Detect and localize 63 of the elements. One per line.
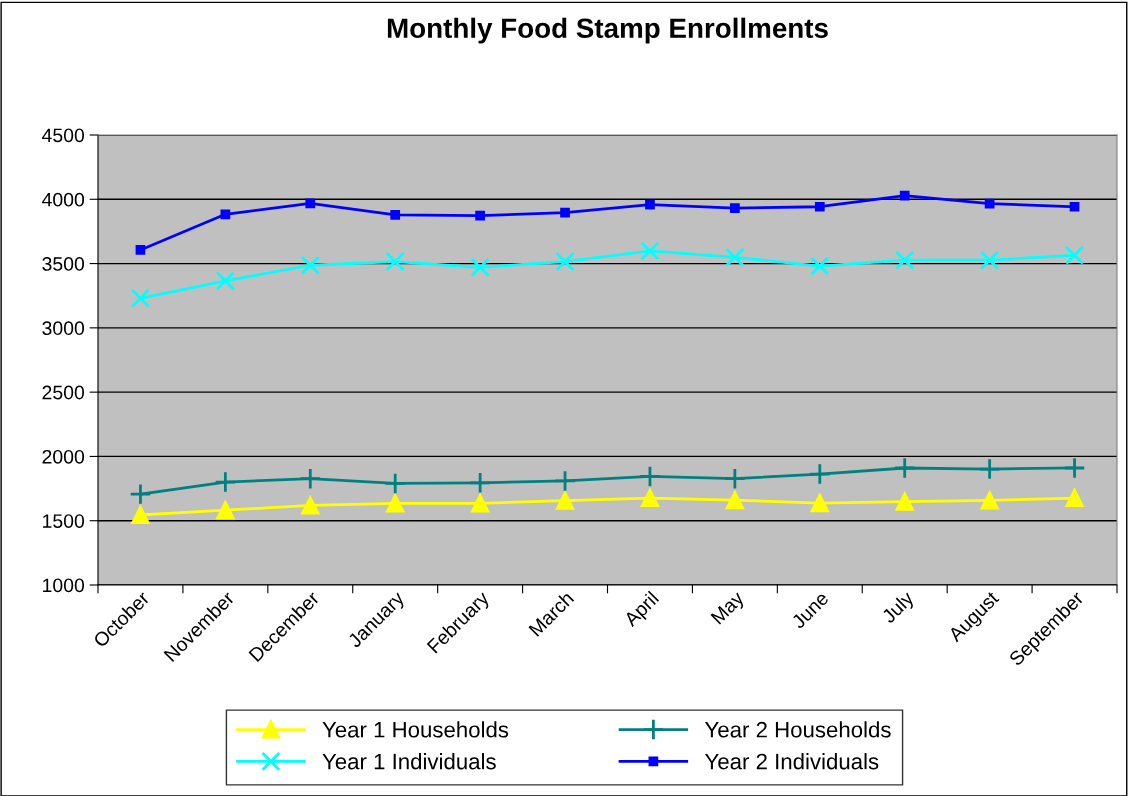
- point: [1069, 201, 1080, 212]
- y-tick-label: 3500: [42, 257, 85, 271]
- legend-label: Year 1 Individuals: [322, 753, 496, 770]
- point: [978, 457, 1001, 481]
- point: [979, 250, 1000, 270]
- point: [725, 247, 745, 267]
- point: [899, 190, 910, 201]
- y-tick-label: 1000: [43, 578, 85, 593]
- point: [980, 491, 999, 510]
- point: [385, 251, 405, 272]
- point: [390, 210, 401, 220]
- y-tick-label: 3000: [42, 321, 85, 336]
- point: [808, 462, 831, 486]
- point: [131, 505, 150, 524]
- point: [470, 257, 490, 278]
- point: [638, 465, 662, 488]
- point: [645, 199, 655, 210]
- point: [130, 288, 151, 309]
- legend-label: Year 1 Households: [322, 721, 509, 738]
- y-tick-label: 4500: [42, 128, 85, 143]
- point: [723, 467, 746, 490]
- point: [560, 207, 570, 218]
- point: [216, 501, 235, 520]
- point: [640, 489, 659, 508]
- point: [730, 203, 740, 213]
- point: [984, 198, 995, 209]
- y-tick-label: 2500: [42, 385, 85, 400]
- legend-label: Year 2 Households: [704, 721, 891, 738]
- point: [556, 491, 575, 510]
- point: [1064, 245, 1085, 265]
- point: [553, 469, 577, 493]
- point: [893, 456, 916, 480]
- point: [386, 494, 405, 513]
- point: [300, 255, 321, 275]
- point: [384, 472, 407, 495]
- point: [810, 494, 829, 513]
- point: [215, 271, 236, 291]
- x-tick-label: July: [880, 589, 918, 627]
- point: [220, 209, 231, 220]
- point: [471, 494, 490, 513]
- point: [810, 256, 830, 276]
- point: [469, 471, 492, 494]
- point: [555, 251, 575, 272]
- point: [814, 201, 825, 212]
- point: [305, 198, 316, 209]
- point: [299, 467, 322, 490]
- point: [640, 241, 660, 261]
- y-tick-label: 2000: [42, 449, 85, 464]
- y-tick-label: 4000: [42, 192, 85, 207]
- point: [135, 245, 146, 255]
- x-tick-label: May: [710, 590, 748, 628]
- chart-title: Monthly Food Stamp Enrollments: [387, 17, 828, 44]
- point: [129, 482, 152, 506]
- point: [475, 210, 485, 221]
- point: [301, 496, 320, 515]
- point: [894, 250, 915, 270]
- legend-label: Year 2 Individuals: [704, 753, 879, 770]
- point: [725, 491, 744, 510]
- point: [1065, 489, 1084, 508]
- point: [214, 470, 237, 494]
- point: [1063, 456, 1086, 480]
- point: [895, 492, 914, 511]
- y-tick-label: 1500: [43, 514, 85, 528]
